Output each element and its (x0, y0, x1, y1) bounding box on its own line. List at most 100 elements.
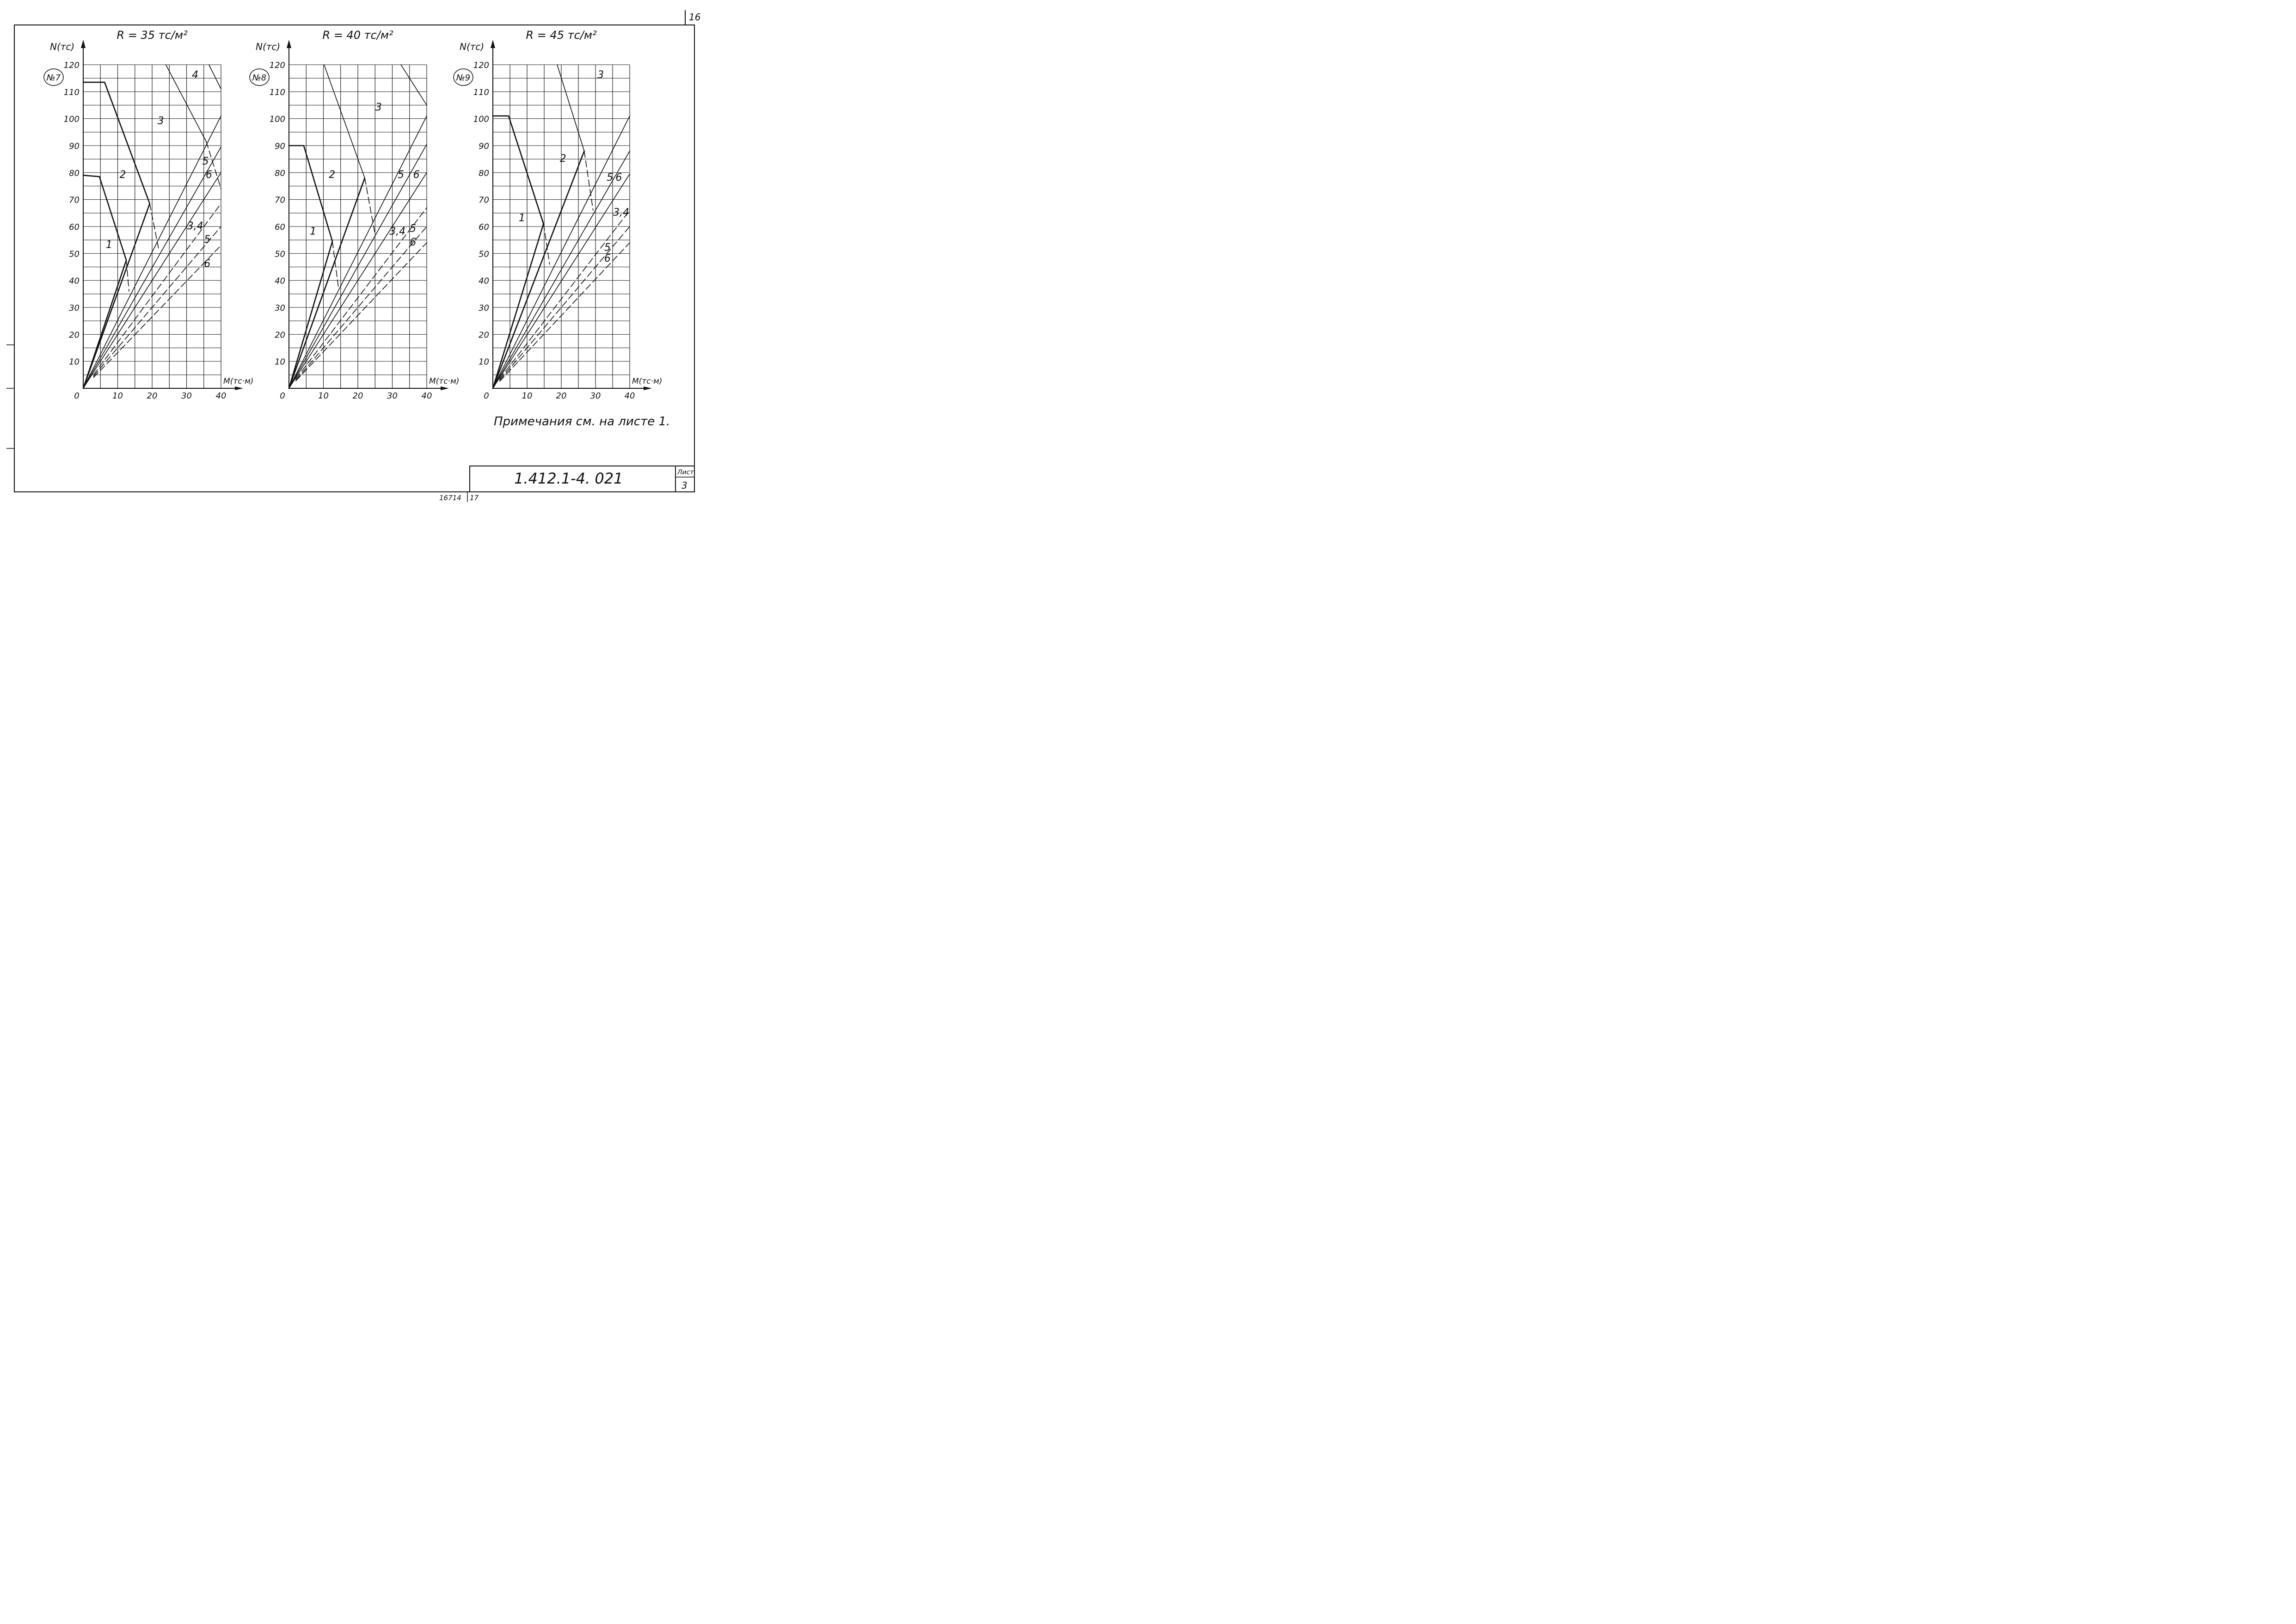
series-line-3 (543, 223, 550, 265)
y-tick-label: 80 (275, 168, 285, 178)
series-line-3 (400, 64, 427, 106)
y-tick-label: 50 (69, 249, 80, 259)
series-line-7 (206, 141, 221, 190)
y-tick-label: 20 (479, 330, 489, 340)
series-line-1 (492, 115, 544, 225)
region-label: 2 (120, 169, 126, 181)
y-tick-label: 100 (64, 115, 80, 124)
x-tick-label: 30 (181, 391, 192, 401)
x-tick-label: 0 (74, 391, 79, 401)
series-line-10 (499, 210, 630, 380)
x-tick-label: 10 (522, 391, 533, 401)
chart-title: R = 45 тс/м² (526, 29, 597, 42)
series-line-14 (93, 226, 221, 377)
region-label: 5 (398, 169, 404, 181)
panel-label: №8 (252, 73, 266, 83)
y-axis-label: N(тс) (460, 41, 484, 52)
x-axis-label: M(тс·м) (223, 377, 253, 386)
y-axis-arrow (287, 40, 291, 48)
x-axis-arrow (441, 386, 449, 390)
sheet-number: 3 (681, 480, 688, 491)
x-axis-arrow (235, 386, 243, 390)
series-line-4 (209, 64, 221, 90)
series-line-6 (492, 150, 585, 389)
series-line-10 (289, 172, 427, 389)
chart-title: R = 35 тс/м² (117, 29, 188, 42)
y-tick-label: 10 (479, 357, 489, 367)
x-tick-label: 40 (422, 391, 432, 401)
footer-left: 16714 (439, 494, 461, 502)
sheet-label: Лист (677, 469, 694, 476)
x-axis-arrow (644, 386, 652, 390)
region-label: 6 (615, 172, 622, 184)
y-tick-label: 80 (69, 168, 80, 178)
series-line-6 (149, 203, 160, 251)
series-line-1 (82, 174, 127, 261)
x-tick-label: 20 (556, 391, 567, 401)
x-tick-label: 40 (625, 391, 635, 401)
region-label: 2 (329, 169, 335, 181)
footer-right: 17 (470, 494, 479, 502)
series-line-11 (83, 147, 221, 389)
region-label: 6 (413, 169, 420, 181)
series-line-12 (295, 226, 427, 381)
series-line-4 (583, 150, 594, 211)
y-tick-label: 10 (275, 357, 285, 367)
y-tick-label: 10 (69, 357, 80, 367)
y-tick-label: 90 (275, 141, 285, 151)
x-tick-label: 10 (112, 391, 123, 401)
series-line-12 (83, 172, 221, 389)
series-line-1 (288, 145, 333, 242)
title-block (469, 466, 695, 492)
region-label: 1 (519, 212, 525, 224)
series-line-5 (492, 223, 544, 389)
y-tick-label: 70 (69, 196, 80, 205)
y-tick-label: 40 (69, 276, 80, 286)
x-tick-label: 0 (484, 391, 489, 401)
series-line-2 (324, 64, 365, 178)
series-line-9 (492, 173, 630, 389)
region-label: 3 (158, 115, 164, 127)
region-label: 3,4 (389, 226, 405, 238)
region-label: 2 (560, 153, 566, 165)
notes-text: Примечания см. на листе 1. (494, 415, 670, 429)
y-tick-label: 20 (275, 330, 285, 340)
series-line-12 (499, 242, 630, 382)
region-label: 6 (206, 169, 212, 181)
series-line-11 (499, 226, 630, 381)
y-tick-label: 70 (275, 196, 285, 205)
chart-title: R = 40 тс/м² (322, 29, 393, 42)
x-tick-label: 30 (387, 391, 398, 401)
document-code: 1.412.1-4. 021 (514, 470, 623, 487)
series-line-4 (332, 241, 339, 289)
y-tick-label: 60 (275, 222, 285, 232)
y-tick-label: 90 (479, 141, 489, 151)
y-tick-label: 110 (270, 87, 285, 97)
region-label: 5 (410, 223, 416, 235)
region-label: 3,4 (613, 207, 629, 219)
x-axis-label: M(тс·м) (632, 377, 662, 386)
y-axis-arrow (491, 40, 495, 48)
x-tick-label: 30 (590, 391, 601, 401)
region-label: 5 (204, 234, 210, 245)
series-line-13 (93, 203, 221, 375)
region-label: 6 (204, 258, 210, 270)
series-line-11 (295, 207, 427, 380)
series-line-8 (492, 150, 630, 389)
y-tick-label: 30 (275, 303, 285, 313)
region-label: 3 (597, 69, 604, 81)
y-tick-label: 20 (69, 330, 80, 340)
region-label: 6 (410, 237, 416, 248)
series-line-10 (83, 116, 221, 389)
series-line-6 (288, 240, 333, 389)
y-tick-label: 120 (270, 61, 285, 70)
chart-panel-2: 10 20 30 40 50 60 70 80 90 100 110 120 0 10 20 30 40 R = … (249, 29, 459, 401)
region-label: 6 (604, 253, 611, 264)
x-tick-label: 20 (147, 391, 158, 401)
y-tick-label: 120 (473, 61, 489, 70)
y-tick-label: 40 (275, 276, 285, 286)
y-tick-label: 30 (69, 303, 80, 313)
region-label: 4 (192, 69, 198, 81)
